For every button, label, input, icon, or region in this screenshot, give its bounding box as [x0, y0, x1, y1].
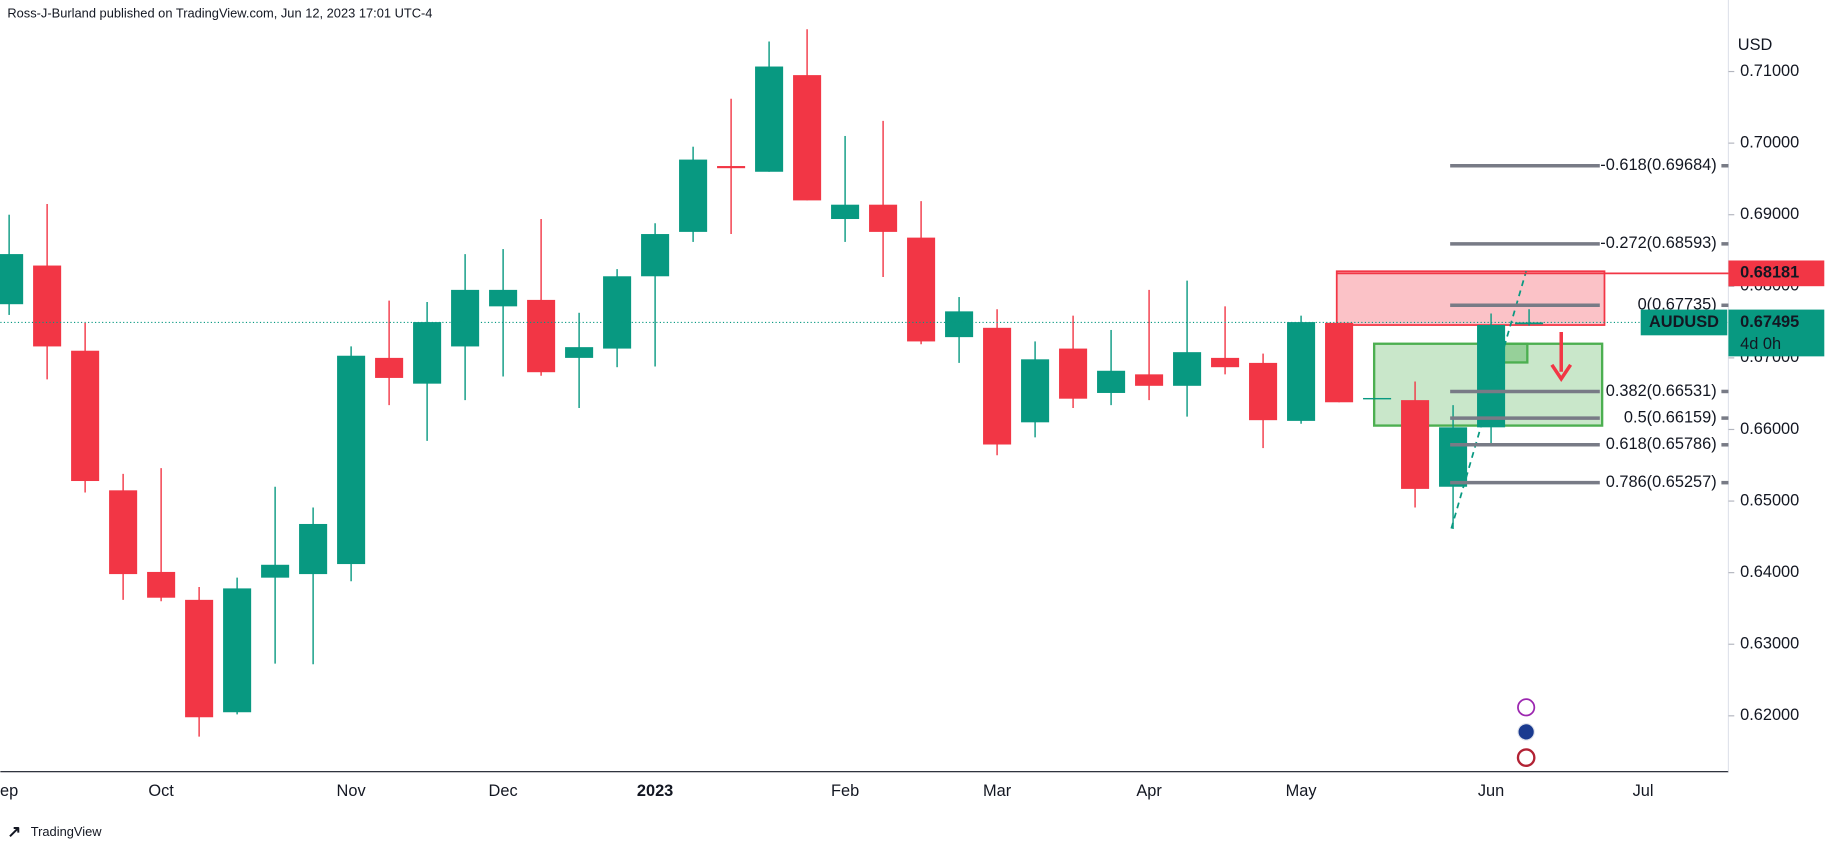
candle-body — [147, 571, 176, 598]
flag-icon — [1516, 748, 1536, 767]
candle-body — [1515, 322, 1544, 325]
y-tick-label: 0.70000 — [1740, 133, 1799, 151]
fib-label: -0.272(0.68593) — [1600, 234, 1716, 252]
level-tag-bg — [1728, 260, 1825, 287]
plot-area — [0, 29, 1544, 737]
candle-body — [33, 265, 62, 347]
y-tick-label: 0.65000 — [1740, 491, 1799, 509]
y-tick-label: 0.66000 — [1740, 420, 1799, 438]
fib-label: 0.5(0.66159) — [1624, 408, 1717, 426]
candle-body — [603, 276, 632, 349]
candle-body — [109, 490, 138, 575]
candle-body — [1097, 370, 1126, 393]
header: Ross-J-Burland published on TradingView.… — [7, 5, 432, 20]
candle-body — [223, 588, 252, 713]
symbol-tag-bg — [1640, 309, 1728, 336]
candle-body — [527, 299, 556, 373]
x-tick-label: Jun — [1478, 782, 1504, 800]
fib-label: -0.618(0.69684) — [1600, 156, 1716, 174]
resistance-zone — [1335, 270, 1606, 326]
candle-body — [1439, 427, 1468, 487]
x-tick-label: Feb — [831, 782, 859, 800]
candle-body — [1401, 400, 1430, 489]
fib-label: 0.786(0.65257) — [1606, 473, 1717, 491]
down-arrow — [1550, 332, 1573, 382]
candle-body — [755, 66, 784, 172]
event-icon — [1517, 698, 1536, 717]
candle-body — [71, 350, 100, 482]
candle-body — [793, 75, 822, 201]
candle-body — [717, 166, 746, 169]
y-tick-label: 0.64000 — [1740, 563, 1799, 581]
x-tick-label: Oct — [148, 782, 174, 800]
y-tick-label: 0.62000 — [1740, 706, 1799, 724]
x-tick-label: Jul — [1633, 782, 1654, 800]
flag-icon — [1517, 723, 1535, 741]
fib-label: 0.382(0.66531) — [1606, 382, 1717, 400]
y-tick-label: 0.63000 — [1740, 635, 1799, 653]
candle-body — [1059, 348, 1088, 399]
price-tag: 0.67495 — [1740, 313, 1799, 331]
candle-body — [299, 523, 328, 575]
candle-body — [831, 204, 860, 220]
currency: USD — [1738, 36, 1773, 54]
candle-body — [641, 234, 670, 277]
x-tick-label: Dec — [489, 782, 518, 800]
fib-label: 0(0.67735) — [1638, 296, 1717, 314]
candle-body — [337, 355, 366, 565]
x-tick-label: ep — [0, 782, 18, 800]
price-tag-bg — [1728, 309, 1825, 357]
candle-body — [489, 289, 518, 307]
countdown: 4d 0h — [1740, 335, 1781, 353]
candle-body — [413, 322, 442, 384]
candle-body — [185, 599, 214, 718]
candle-body — [983, 327, 1012, 445]
candle-body — [1325, 322, 1354, 403]
candle-body — [1173, 352, 1202, 386]
x-tick-label: Nov — [337, 782, 367, 800]
footer: TradingView — [31, 824, 102, 839]
candle-body — [869, 204, 898, 232]
candle-body — [1287, 322, 1316, 421]
symbol-tag: AUDUSD — [1649, 313, 1719, 331]
candle-body — [1363, 397, 1392, 400]
candle-body — [451, 289, 480, 347]
x-tick-label: 2023 — [637, 782, 673, 800]
candle-body — [565, 347, 594, 358]
candle-body — [679, 159, 708, 232]
logo-mark: ↗ — [7, 823, 21, 841]
candle-body — [1135, 374, 1164, 386]
fib-label: 0.618(0.65786) — [1606, 435, 1717, 453]
candle-body — [1021, 359, 1050, 423]
candle-body — [1249, 362, 1278, 421]
candle-body — [907, 237, 936, 342]
x-tick-label: May — [1286, 782, 1318, 800]
x-tick-label: Mar — [983, 782, 1012, 800]
candle-body — [1211, 357, 1240, 368]
x-tick-label: Apr — [1136, 782, 1162, 800]
candle-body — [375, 357, 404, 378]
candle-body — [945, 311, 974, 338]
trend-line — [1450, 271, 1527, 529]
candle-body — [0, 254, 24, 305]
candle-body — [261, 564, 290, 578]
y-tick-label: 0.69000 — [1740, 205, 1799, 223]
level-tag: 0.68181 — [1740, 264, 1799, 282]
y-tick-label: 0.71000 — [1740, 62, 1799, 80]
candle-body — [1477, 324, 1506, 428]
